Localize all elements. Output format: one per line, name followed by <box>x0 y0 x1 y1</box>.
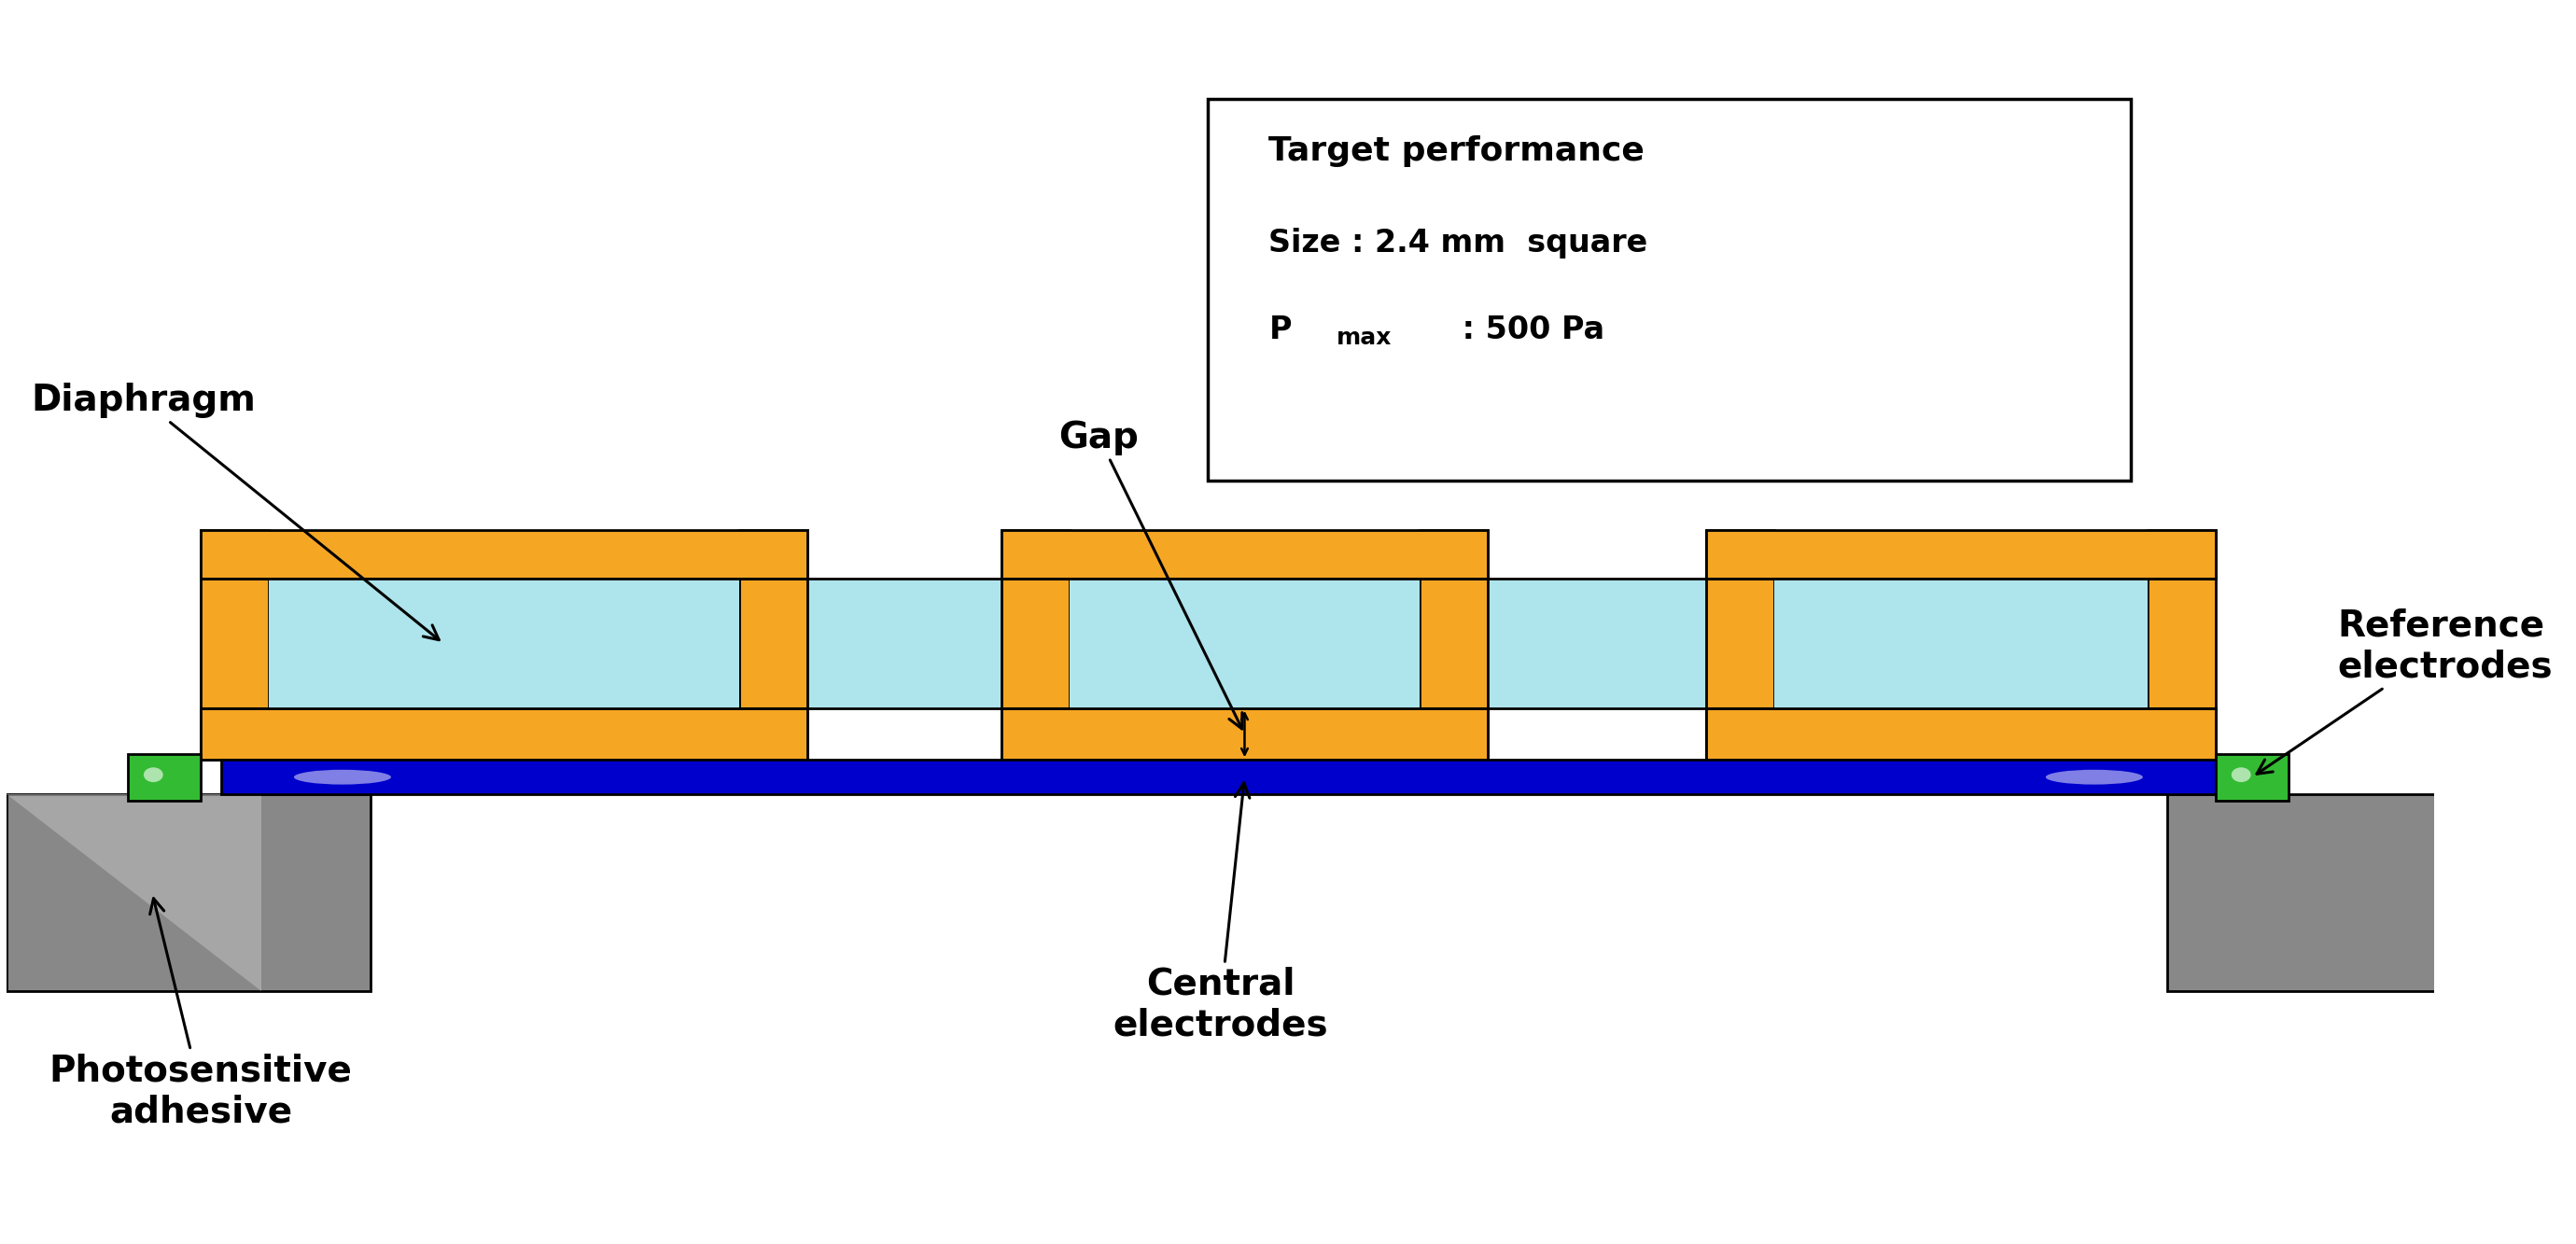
Ellipse shape <box>144 768 162 782</box>
Ellipse shape <box>2231 768 2251 782</box>
Ellipse shape <box>294 770 392 785</box>
Text: Photosensitive
adhesive: Photosensitive adhesive <box>49 898 353 1130</box>
Bar <box>1002 530 1069 760</box>
Bar <box>201 530 268 760</box>
Bar <box>1419 530 1486 760</box>
Polygon shape <box>8 795 260 991</box>
Bar <box>1705 530 1775 760</box>
Bar <box>8 795 371 991</box>
Text: Diaphragm: Diaphragm <box>31 383 438 639</box>
Text: Gap: Gap <box>1059 419 1242 729</box>
Bar <box>201 578 2215 708</box>
Text: Target performance: Target performance <box>1270 136 1646 168</box>
Bar <box>201 708 809 760</box>
Bar <box>129 754 201 800</box>
Text: Reference
electrodes: Reference electrodes <box>2257 608 2553 774</box>
Bar <box>268 578 739 708</box>
Bar <box>1775 578 2148 708</box>
Text: Size : 2.4 mm  square: Size : 2.4 mm square <box>1270 228 1649 259</box>
Text: P: P <box>1270 315 1291 345</box>
Text: : 500 Pa: : 500 Pa <box>1450 315 1605 345</box>
Bar <box>1705 708 2215 760</box>
Bar <box>1002 708 1486 760</box>
Bar <box>222 760 2215 795</box>
Text: Central
electrodes: Central electrodes <box>1113 782 1329 1044</box>
Ellipse shape <box>2045 770 2143 785</box>
Bar <box>1705 530 2215 578</box>
FancyBboxPatch shape <box>1208 98 2130 480</box>
Bar <box>1002 530 1486 578</box>
Bar <box>2148 530 2215 760</box>
Bar <box>1069 578 1419 708</box>
Bar <box>739 530 809 760</box>
Bar <box>201 530 809 578</box>
Text: max: max <box>1337 327 1391 350</box>
Bar <box>2215 754 2287 800</box>
Bar <box>2166 795 2532 991</box>
